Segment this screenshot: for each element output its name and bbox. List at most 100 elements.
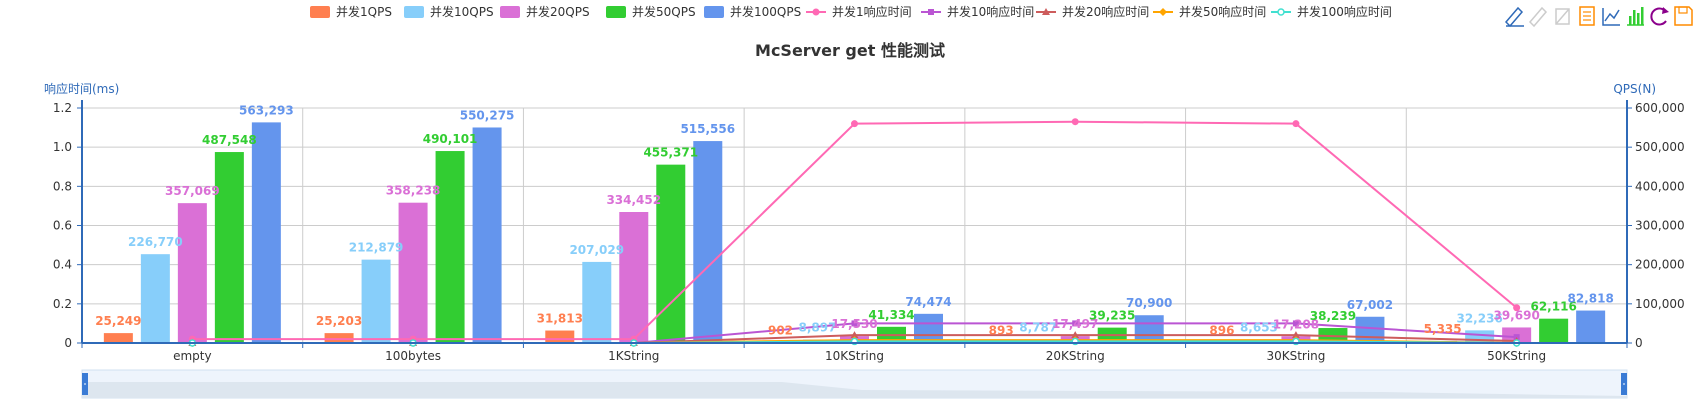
legend-item[interactable]: 并发1响应时间 [806,4,912,19]
y-right-tick-label: 400,000 [1635,179,1685,193]
bar[interactable] [1355,316,1385,343]
series-line [192,120,1518,341]
bar-value-label: 5,335 [1424,322,1462,336]
bar-value-label: 902 [768,324,793,338]
line-point[interactable] [1071,331,1080,339]
y-left-tick-label: 0.6 [53,219,72,233]
bar[interactable] [582,261,612,343]
save-image-icon[interactable] [1674,6,1693,26]
line-point[interactable] [1513,304,1521,312]
bar[interactable] [1576,310,1606,343]
legend-item[interactable]: 并发10响应时间 [921,4,1034,19]
x-tick-label: 100bytes [385,349,441,363]
bar[interactable] [435,151,465,343]
legend-swatch [500,6,520,18]
bar-value-label: 41,334 [868,308,914,322]
bar-value-label: 212,879 [349,241,404,255]
y-left-tick-label: 0.4 [53,258,72,272]
legend-item[interactable]: 并发1QPS [310,4,392,19]
y-right-tick-label: 0 [1635,336,1643,350]
grid-lines [82,107,1627,344]
legend-marker [1159,8,1167,16]
legend-label: 并发1QPS [336,4,392,19]
x-tick-label: 30KString [1266,349,1325,363]
line-point[interactable] [1292,320,1299,327]
bar[interactable] [619,212,649,343]
line-point[interactable] [1071,118,1079,126]
bar[interactable] [914,313,943,343]
mark-icon[interactable] [1504,6,1524,28]
bar-chart-icon[interactable] [1627,7,1644,26]
bar-value-label: 487,548 [202,133,257,147]
bar[interactable] [656,164,686,343]
bar-value-label: 17,530 [831,317,877,331]
bar-value-label: 8,653 [1240,321,1278,335]
legend-item[interactable]: 并发50QPS [606,4,696,19]
legend-swatch [310,6,330,18]
bar-value-label: 563,293 [239,103,294,117]
legend-item[interactable]: 并发100QPS [704,4,801,19]
legend-item[interactable]: 并发20QPS [500,4,590,19]
legend-label: 并发10响应时间 [947,4,1034,19]
mark-clear-icon[interactable] [1555,8,1570,25]
legend-label: 并发10QPS [430,4,494,19]
bar-value-label: 358,238 [386,184,441,198]
line-point[interactable] [851,320,858,327]
bar-value-label: 74,474 [905,295,951,309]
bar-value-label: 8,787 [1019,321,1057,335]
bar-value-label: 25,249 [95,314,141,328]
legend-marker [1277,8,1285,16]
y-right-tick-label: 600,000 [1635,101,1685,115]
legend-item[interactable]: 并发20响应时间 [1036,4,1149,19]
legend-label: 并发50QPS [632,4,696,19]
line-point[interactable] [851,120,858,128]
line-chart-icon[interactable] [1602,8,1620,26]
bar-value-label: 39,690 [1493,308,1539,322]
data-view-icon[interactable] [1579,6,1595,26]
legend-label: 并发20响应时间 [1062,4,1149,19]
restore-icon[interactable] [1650,7,1669,26]
bar-value-label: 38,239 [1310,309,1356,323]
bar[interactable] [361,259,391,343]
bar-value-label: 455,371 [643,146,698,160]
axes: 响应时间(ms) QPS(N) 0 0 0.2 100,000 0.4 200,000 0.… [44,81,1685,363]
bar[interactable] [472,127,502,344]
bar-value-label: 334,452 [606,193,661,207]
bar[interactable] [398,202,428,343]
zoom-data-shadow [82,382,1627,398]
bar[interactable] [140,254,170,343]
bar[interactable] [214,152,244,343]
line-point[interactable] [1292,120,1300,128]
legend-marker [812,8,820,16]
legend-label: 并发50响应时间 [1179,4,1266,19]
bar[interactable] [693,141,723,343]
line-point[interactable] [1291,331,1300,339]
legend-marker [928,9,934,15]
mark-undo-icon[interactable] [1528,6,1548,28]
bar-value-label: 515,556 [680,122,735,136]
bar-value-label: 896 [1209,324,1234,338]
y-left-tick-label: 1.0 [53,140,72,154]
bar[interactable] [545,330,575,343]
bar[interactable] [1134,315,1164,343]
line-point[interactable] [1072,320,1079,327]
bar[interactable] [177,203,207,343]
x-tick-label: 50KString [1487,349,1546,363]
legend-item[interactable]: 并发50响应时间 [1153,4,1266,19]
x-tick-label: 10KString [825,349,884,363]
bar[interactable] [251,122,281,343]
bar-value-label: 17,497 [1052,317,1098,331]
toolbox [1504,6,1693,28]
bar-value-label: 550,275 [460,108,515,122]
legend-label: 并发1响应时间 [832,4,912,19]
x-tick-label: 20KString [1046,349,1105,363]
y-left-tick-label: 0.2 [53,297,72,311]
bar[interactable] [1539,318,1569,343]
bar-value-label: 32,236 [1456,311,1502,325]
bar[interactable] [324,333,354,343]
line-point[interactable] [850,331,859,339]
legend-item[interactable]: 并发100响应时间 [1271,4,1392,19]
data-zoom-slider[interactable] [81,369,1628,399]
bar[interactable] [103,333,133,343]
legend-item[interactable]: 并发10QPS [404,4,494,19]
